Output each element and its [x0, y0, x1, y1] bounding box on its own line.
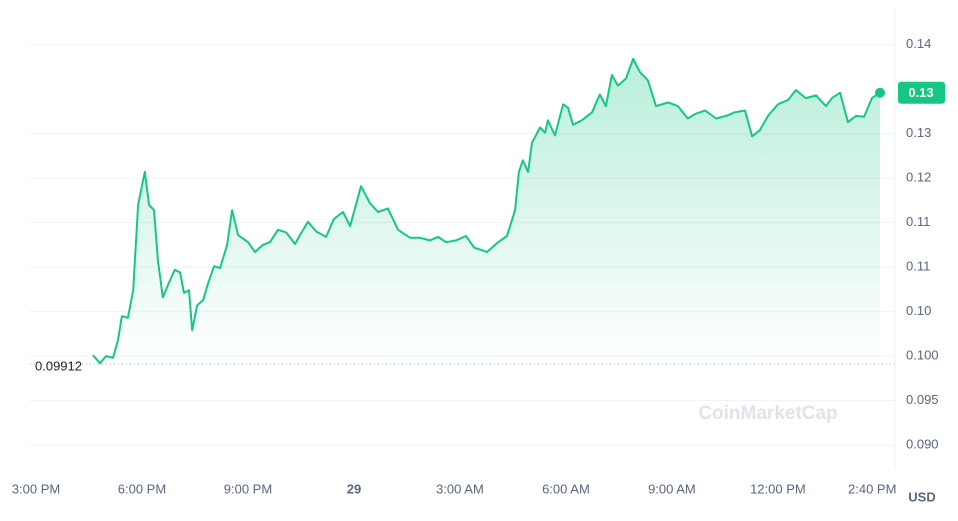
price-line — [92, 57, 881, 365]
watermark: CoinMarketCap — [698, 403, 837, 424]
y-tick-label: 0.100 — [906, 348, 939, 363]
price-tag — [898, 81, 945, 104]
x-tick-label: 29 — [347, 481, 361, 496]
price-tag-label: 0.13 — [908, 85, 933, 100]
y-tick-label: 0.090 — [906, 437, 939, 452]
x-tick-label: 3:00 PM — [12, 481, 60, 496]
x-tick-label: 9:00 PM — [224, 481, 272, 496]
currency-label: USD — [908, 489, 935, 504]
x-tick-label: 6:00 AM — [542, 481, 590, 496]
x-tick-label: 12:00 PM — [750, 481, 806, 496]
x-tick-label: 2:40 PM — [848, 481, 896, 496]
y-tick-label: 0.10 — [906, 303, 931, 318]
y-tick-label: 0.11 — [906, 259, 930, 274]
x-tick-label: 6:00 PM — [118, 481, 166, 496]
y-tick-label: 0.11 — [906, 214, 930, 229]
y-tick-label: 0.14 — [906, 36, 931, 51]
x-tick-label: 9:00 AM — [648, 481, 696, 496]
y-tick-label: 0.12 — [906, 170, 931, 185]
open-price-label: 0.09912 — [35, 358, 82, 373]
y-tick-label: 0.095 — [906, 392, 939, 407]
area-fill — [92, 58, 880, 364]
y-tick-label: 0.13 — [906, 125, 931, 140]
x-tick-label: 3:00 AM — [436, 481, 484, 496]
last-point — [875, 87, 885, 98]
